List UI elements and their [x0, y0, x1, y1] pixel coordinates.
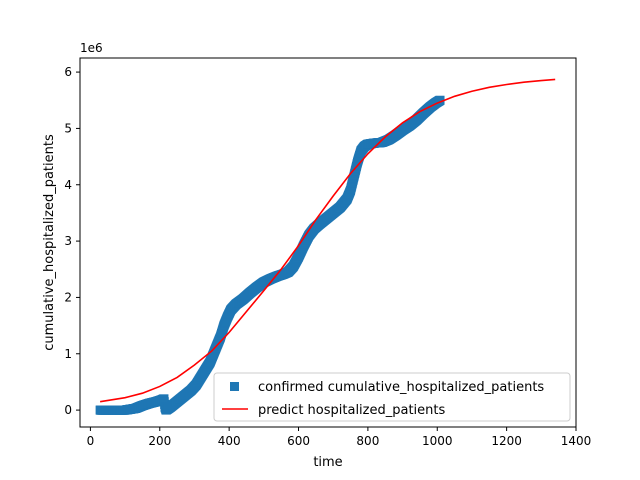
y-tick-label: 5: [64, 121, 72, 135]
predict-line: [99, 78, 556, 403]
plot-area: [79, 57, 577, 428]
legend-label-confirmed: confirmed cumulative_hospitalized_patien…: [258, 380, 544, 395]
x-tick-label: 800: [356, 434, 379, 448]
confirmed-marker: [435, 95, 445, 105]
legend-marker-confirmed: [230, 382, 239, 391]
legend-box: [213, 372, 571, 422]
x-tick-label: 400: [218, 434, 241, 448]
x-axis-ticks: 0 200 400 600 800 1000 1200 1400: [87, 427, 592, 448]
legend-label-predict: predict hospitalized_patients: [258, 403, 446, 418]
y-tick-label: 2: [64, 290, 72, 304]
x-tick-label: 1000: [422, 434, 453, 448]
y-axis-ticks: 0 1 2 3 4 5 6: [64, 65, 80, 417]
y-tick-label: 0: [64, 403, 72, 417]
x-axis-label: time: [313, 455, 342, 470]
data-layer: [95, 78, 556, 415]
x-tick-label: 1200: [491, 434, 522, 448]
y-tick-label: 4: [64, 178, 72, 192]
y-offset-text: 1e6: [80, 41, 103, 55]
legend: confirmed cumulative_hospitalized_patien…: [213, 372, 571, 422]
x-tick-label: 600: [287, 434, 310, 448]
y-tick-label: 3: [64, 234, 72, 248]
y-tick-label: 6: [64, 65, 72, 79]
x-tick-label: 200: [148, 434, 171, 448]
y-tick-label: 1: [64, 347, 72, 361]
x-tick-label: 0: [87, 434, 95, 448]
x-tick-label: 1400: [561, 434, 592, 448]
axes-frame: [79, 57, 577, 428]
y-axis-label: cumulative_hospitalized_patients: [42, 134, 57, 351]
